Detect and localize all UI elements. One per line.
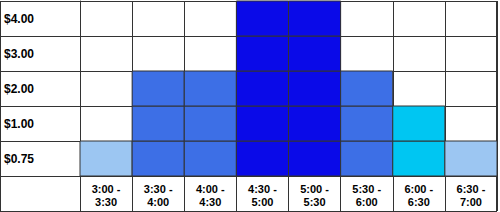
svg-text:5:00 -: 5:00 - <box>300 183 329 195</box>
svg-text:4:00 -: 4:00 - <box>196 183 225 195</box>
svg-text:5:30 -: 5:30 - <box>352 183 381 195</box>
svg-text:4:00: 4:00 <box>147 196 169 208</box>
svg-text:4:30: 4:30 <box>199 196 221 208</box>
svg-text:5:30: 5:30 <box>304 196 326 208</box>
svg-text:$4.00: $4.00 <box>4 12 34 26</box>
svg-text:$1.00: $1.00 <box>4 117 34 131</box>
svg-text:3:00 -: 3:00 - <box>92 183 121 195</box>
svg-text:$2.00: $2.00 <box>4 82 34 96</box>
svg-text:6:00 -: 6:00 - <box>404 183 433 195</box>
svg-text:6:30 -: 6:30 - <box>457 183 486 195</box>
svg-text:5:00: 5:00 <box>251 196 273 208</box>
svg-text:6:30: 6:30 <box>408 196 430 208</box>
svg-text:4:30 -: 4:30 - <box>248 183 277 195</box>
svg-text:3:30: 3:30 <box>95 196 117 208</box>
svg-text:3:30 -: 3:30 - <box>144 183 173 195</box>
svg-text:6:00: 6:00 <box>356 196 378 208</box>
svg-text:$0.75: $0.75 <box>4 152 34 166</box>
svg-text:7:00: 7:00 <box>460 196 482 208</box>
svg-text:$3.00: $3.00 <box>4 47 34 61</box>
